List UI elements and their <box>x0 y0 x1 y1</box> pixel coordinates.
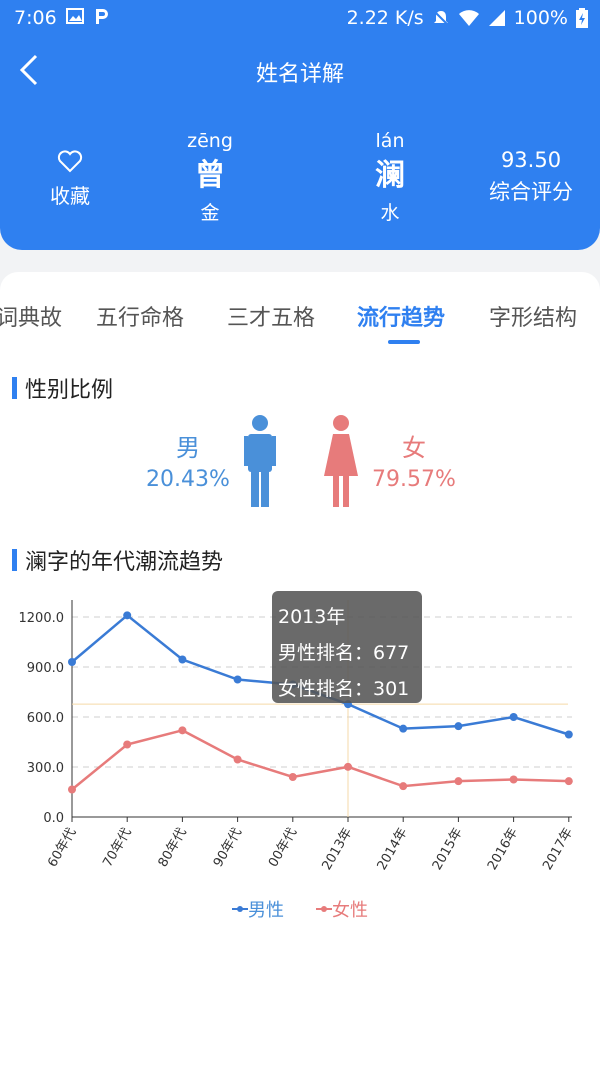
x-tick-label: 70年代 <box>100 826 134 870</box>
favorite-button[interactable]: 收藏 <box>32 150 108 209</box>
data-point-male <box>564 730 573 739</box>
legend-female[interactable]: 女性 <box>316 896 368 922</box>
tooltip-female-rank: 女性排名：301 <box>278 678 410 700</box>
score-value: 93.50 <box>500 148 562 172</box>
char-pinyin: lán <box>375 130 405 152</box>
data-point-female <box>399 782 408 791</box>
data-point-female <box>68 785 76 794</box>
favorite-label: 收藏 <box>50 184 90 208</box>
legend-female-label: 女性 <box>332 900 368 921</box>
data-point-female <box>178 726 187 735</box>
tab-five-elements[interactable]: 五行命格 <box>96 306 185 331</box>
section-marker <box>12 377 17 399</box>
y-tick-label: 300.0 <box>27 761 64 776</box>
section-marker <box>12 549 17 571</box>
tab-bar: 词典故 五行命格 三才五格 流行趋势 字形结构 <box>0 272 600 348</box>
tab-dictionary-story[interactable]: 词典故 <box>0 306 63 331</box>
battery-icon <box>576 8 588 28</box>
active-tab-indicator <box>388 340 420 344</box>
data-point-male <box>399 724 408 733</box>
chevron-left-icon <box>19 54 38 86</box>
image-notification-icon <box>66 8 84 24</box>
male-figure-icon <box>244 415 276 507</box>
data-point-female <box>564 777 573 786</box>
gender-section-title: 性别比例 <box>12 372 113 404</box>
x-tick-label: 90年代 <box>211 826 245 870</box>
p-app-icon <box>96 9 108 24</box>
back-button[interactable] <box>14 50 54 90</box>
tooltip-year: 2013年 <box>278 606 346 628</box>
data-point-female <box>233 755 242 764</box>
page-title: 姓名详解 <box>255 62 344 87</box>
network-speed: 2.22 K/s <box>346 7 424 29</box>
tab-sancai-wuge[interactable]: 三才五格 <box>227 306 316 331</box>
x-tick-label: 2013年 <box>319 826 355 873</box>
male-percentage: 20.43% <box>146 467 230 492</box>
tab-glyph-structure[interactable]: 字形结构 <box>489 306 578 331</box>
x-tick-label: 2015年 <box>430 826 466 873</box>
header-banner: 7:06 2.22 K/s 100% 姓名详解 收藏 zēng 曾 金 lán … <box>0 0 600 250</box>
y-tick-label: 0.0 <box>43 811 64 826</box>
x-tick-label: 00年代 <box>266 826 300 870</box>
mute-bell-icon <box>432 10 449 26</box>
y-tick-label: 600.0 <box>27 711 64 726</box>
char-element: 金 <box>200 202 220 224</box>
tooltip-male-rank: 男性排名：677 <box>278 642 410 664</box>
name-char-1: zēng 曾 金 <box>165 130 255 225</box>
x-tick-label: 2016年 <box>485 826 521 873</box>
data-point-female <box>288 773 297 781</box>
legend-male-label: 男性 <box>248 900 284 921</box>
x-tick-label: 60年代 <box>45 826 79 870</box>
y-tick-label: 900.0 <box>27 661 64 676</box>
data-point-female <box>509 775 518 784</box>
chart-tooltip: 2013年 男性排名：677 女性排名：301 <box>272 591 422 703</box>
x-tick-label: 80年代 <box>156 826 190 870</box>
data-point-male <box>454 722 463 731</box>
y-tick-label: 1200.0 <box>19 611 65 626</box>
name-char-2: lán 澜 水 <box>345 130 435 225</box>
overall-score: 93.50 综合评分 <box>478 148 584 206</box>
trend-section-title: 澜字的年代潮流趋势 <box>12 544 223 576</box>
data-point-female <box>123 740 132 749</box>
x-tick-label: 2017年 <box>540 826 576 873</box>
score-label: 综合评分 <box>489 180 573 204</box>
data-point-male <box>68 658 76 666</box>
data-point-male <box>233 675 242 684</box>
char-hanzi: 曾 <box>195 158 225 193</box>
male-label: 男 <box>176 434 200 462</box>
char-hanzi: 澜 <box>375 158 405 193</box>
data-point-male <box>509 713 518 721</box>
heart-icon <box>57 150 83 173</box>
legend-female-marker <box>316 906 332 912</box>
x-tick-label: 2014年 <box>375 826 411 873</box>
legend-male[interactable]: 男性 <box>232 896 284 922</box>
char-element: 水 <box>380 202 400 224</box>
char-pinyin: zēng <box>187 130 233 152</box>
trend-title-text: 澜字的年代潮流趋势 <box>25 550 224 575</box>
female-label: 女 <box>402 434 426 462</box>
series-line-female <box>71 729 569 791</box>
trend-line-chart[interactable]: 0.0 300.0 600.0 900.0 1200.0 60年代 70年代 80年代 90年代… <box>0 590 600 880</box>
data-point-male <box>123 611 132 620</box>
battery-level: 100% <box>513 7 568 29</box>
status-bar: 7:06 2.22 K/s 100% <box>0 0 600 36</box>
female-figure-icon <box>324 415 358 507</box>
cell-signal-icon <box>488 10 505 26</box>
data-point-female <box>454 777 463 786</box>
legend-male-marker <box>232 906 248 912</box>
wifi-icon <box>458 10 479 26</box>
data-point-male <box>178 655 187 664</box>
status-time: 7:06 <box>14 7 57 29</box>
female-percentage: 79.57% <box>372 467 456 492</box>
tab-popularity-trend[interactable]: 流行趋势 <box>357 306 446 331</box>
data-point-female <box>344 762 352 771</box>
gender-title-text: 性别比例 <box>25 378 114 403</box>
